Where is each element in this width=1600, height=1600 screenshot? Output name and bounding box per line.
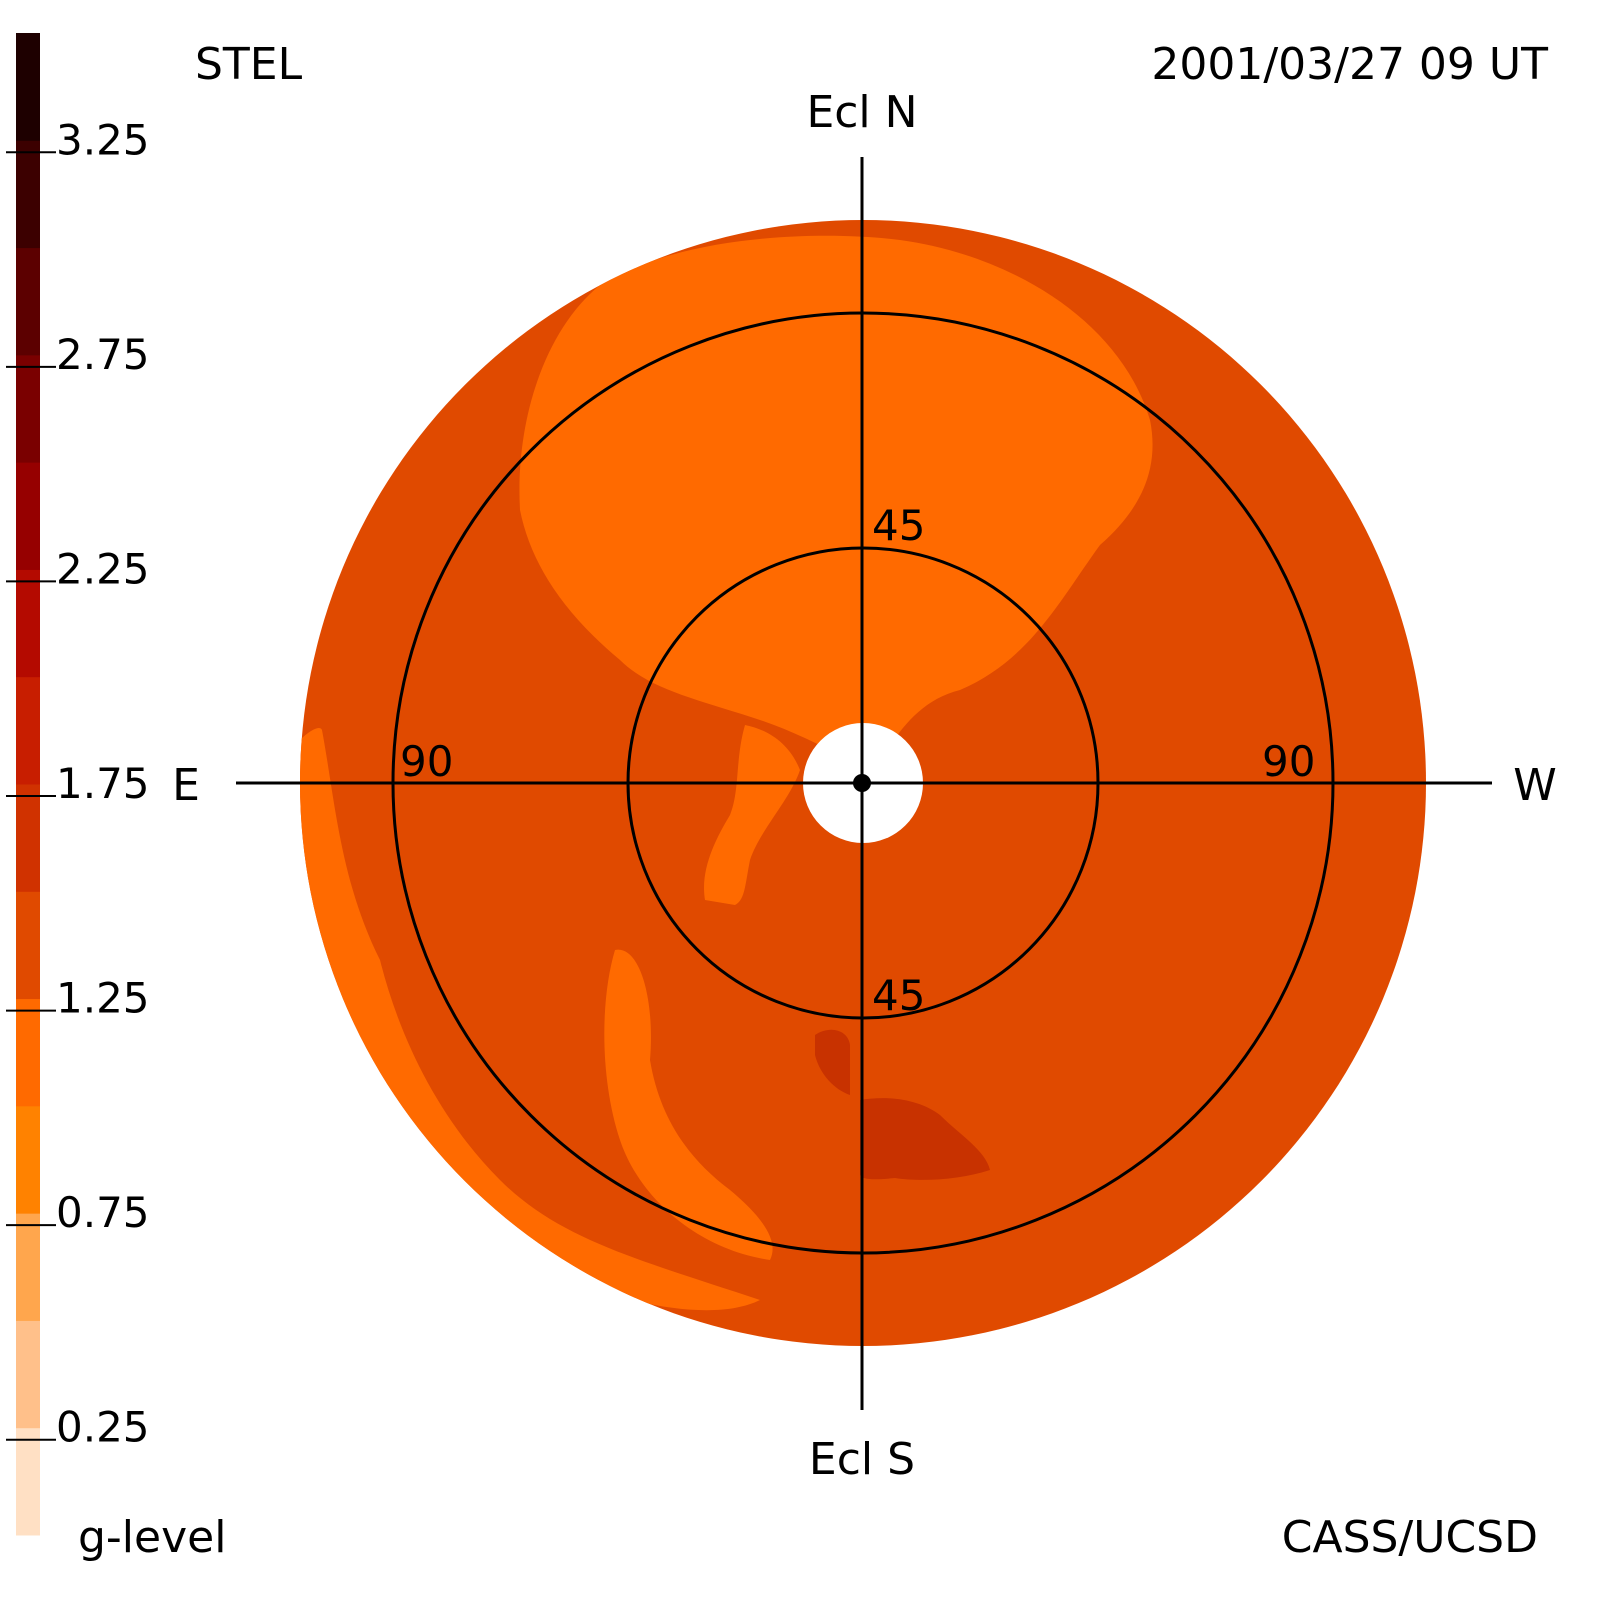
east-label: E bbox=[172, 760, 200, 811]
colorbar-block bbox=[16, 33, 40, 141]
colorbar-block bbox=[16, 462, 40, 570]
colorbar-tick-label: 0.75 bbox=[56, 1188, 150, 1237]
colorbar-tick-label: 0.25 bbox=[56, 1403, 150, 1452]
central-low-streak bbox=[704, 725, 800, 905]
colorbar-block bbox=[16, 1320, 40, 1429]
colorbar-block bbox=[16, 998, 40, 1107]
colorbar-block bbox=[16, 140, 40, 249]
colorbar-block bbox=[16, 354, 40, 463]
instrument-label: STEL bbox=[195, 39, 303, 90]
colorbar-block bbox=[16, 1213, 40, 1321]
sun-center-dot bbox=[853, 774, 871, 792]
north-low-region bbox=[519, 235, 1153, 760]
colorbar-ticks: 3.25 2.75 2.25 1.75 1.25 0.75 0.25 bbox=[6, 115, 150, 1452]
ring-label-45-north: 45 bbox=[872, 501, 925, 550]
colorbar-tick-label: 2.25 bbox=[56, 544, 150, 593]
southeast-low-streak bbox=[604, 949, 773, 1260]
colorbar-block bbox=[16, 1427, 40, 1536]
colorbar-tick-label: 2.75 bbox=[56, 330, 150, 379]
south-high-patch-small bbox=[815, 1029, 850, 1095]
ring-label-90-east: 90 bbox=[400, 737, 453, 786]
colorbar-block bbox=[16, 676, 40, 785]
colorbar-tick-label: 1.25 bbox=[56, 974, 150, 1023]
south-label: Ecl S bbox=[809, 1434, 915, 1485]
colorbar bbox=[16, 33, 40, 1536]
south-high-patch bbox=[860, 1098, 990, 1180]
colorbar-block bbox=[16, 891, 40, 1000]
colorbar-block bbox=[16, 1105, 40, 1214]
credit-label: CASS/UCSD bbox=[1282, 1512, 1538, 1563]
colorbar-tick-label: 3.25 bbox=[56, 115, 150, 164]
ring-label-45-south: 45 bbox=[872, 971, 925, 1020]
timestamp-label: 2001/03/27 09 UT bbox=[1151, 39, 1548, 90]
west-label: W bbox=[1513, 760, 1557, 811]
north-label: Ecl N bbox=[806, 87, 917, 138]
colorbar-block bbox=[16, 569, 40, 678]
colorbar-tick-label: 1.75 bbox=[56, 759, 150, 808]
colorbar-block bbox=[16, 247, 40, 356]
ring-label-90-west: 90 bbox=[1262, 737, 1315, 786]
colorbar-label: g-level bbox=[78, 1512, 226, 1563]
colorbar-block bbox=[16, 784, 40, 892]
